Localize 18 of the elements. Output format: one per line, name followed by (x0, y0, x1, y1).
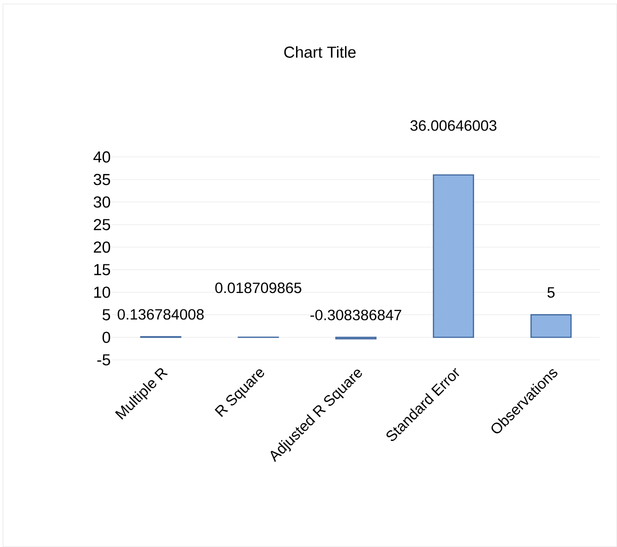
data-label: 0.018709865 (215, 282, 302, 294)
y-tick-label: 25 (94, 218, 110, 230)
bar (432, 174, 474, 338)
y-tick-label: 30 (94, 196, 110, 208)
y-tick-label: 5 (102, 309, 110, 320)
data-label: 0.136784008 (118, 309, 204, 320)
bar (530, 314, 572, 338)
data-label: 36.00646003 (410, 120, 496, 131)
y-tick-label: 35 (94, 174, 110, 186)
y-tick-label: 20 (94, 242, 110, 253)
y-tick-label: 40 (93, 151, 110, 163)
y-tick-label: 10 (94, 286, 110, 298)
y-tick-label: 0 (102, 332, 110, 343)
chart-title: Chart Title (284, 46, 356, 58)
y-tick-label: 15 (94, 264, 110, 276)
y-tick-label: -5 (97, 354, 110, 366)
data-label: -0.308386847 (310, 310, 402, 320)
data-label: 5 (547, 287, 555, 298)
